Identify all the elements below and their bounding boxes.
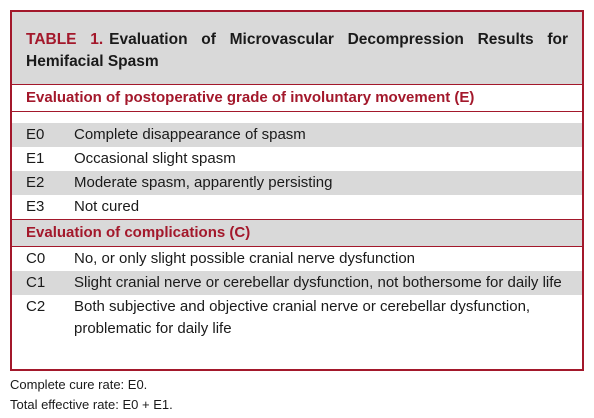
code-cell: C2 — [26, 298, 46, 315]
table-row: C1 Slight cranial nerve or cerebellar dys… — [12, 271, 582, 295]
table-row: E0 Complete disappearance of spasm — [12, 123, 582, 147]
description-cell: No, or only slight possible cranial nerv… — [74, 250, 416, 267]
code-cell: E0 — [26, 126, 45, 143]
table-body: Evaluation of postoperative grade of inv… — [12, 85, 582, 341]
description-cell: Both subjective and objective cranial ne… — [74, 298, 531, 337]
footnote: Total effective rate: E0 + E1. — [10, 397, 173, 412]
table: TABLE 1. Evaluation of Microvascular Deco… — [10, 10, 584, 371]
description-cell: Occasional slight spasm — [74, 150, 236, 167]
table-row: E2 Moderate spasm, apparently persisting — [12, 171, 582, 195]
table-title: TABLE 1. Evaluation of Microvascular Deco… — [12, 12, 582, 85]
table-row: C2 Both subjective and objective cranial … — [12, 295, 582, 341]
table-row: C0 No, or only slight possible cranial ne… — [12, 247, 582, 271]
code-cell: E1 — [26, 150, 45, 167]
description-cell: Complete disappearance of spasm — [74, 126, 306, 143]
code-cell: E3 — [26, 198, 45, 215]
footnote: Complete cure rate: E0. — [10, 377, 148, 392]
section-heading: Evaluation of postoperative grade of inv… — [12, 85, 582, 112]
code-cell: C1 — [26, 274, 46, 291]
code-cell: C0 — [26, 250, 46, 267]
description-cell: Not cured — [74, 198, 140, 215]
table-label: TABLE 1. — [26, 31, 104, 48]
table-row: E3 Not cured — [12, 195, 582, 219]
title-text: Evaluation of Microvascular Decompressio… — [26, 31, 568, 70]
section-heading: Evaluation of complications (C) — [12, 219, 582, 247]
description-cell: Slight cranial nerve or cerebellar dysfu… — [74, 274, 562, 291]
code-cell: E2 — [26, 174, 45, 191]
description-cell: Moderate spasm, apparently persisting — [74, 174, 333, 191]
table-row: E1 Occasional slight spasm — [12, 147, 582, 171]
spacer — [12, 112, 582, 123]
